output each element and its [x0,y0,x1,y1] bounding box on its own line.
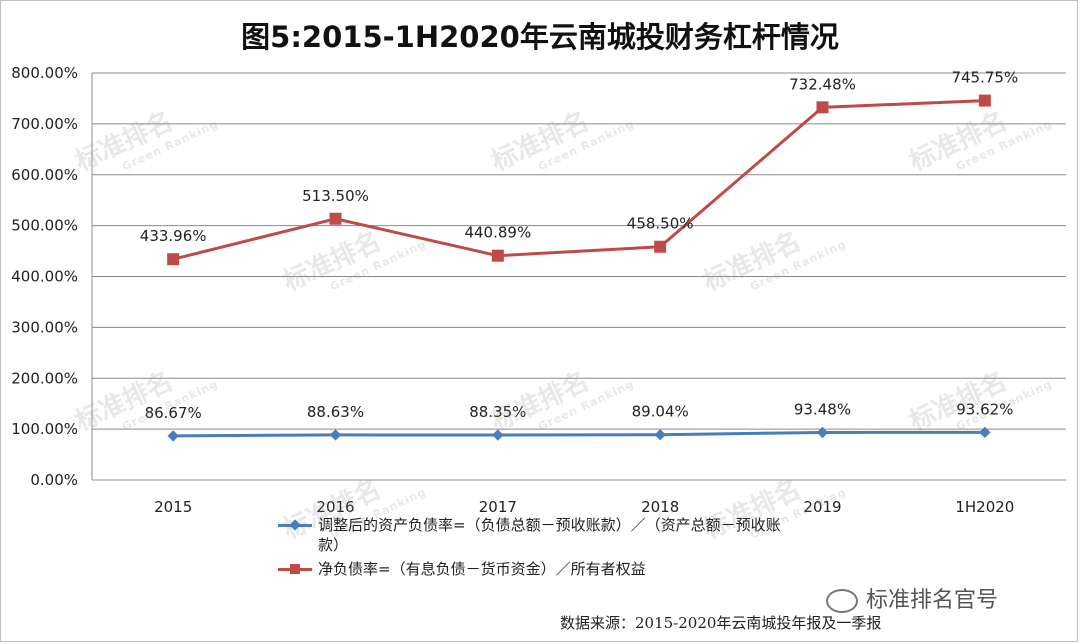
data-label: 458.50% [627,215,694,233]
y-tick-label: 100.00% [11,420,78,438]
data-label: 93.62% [956,400,1013,418]
legend-label-adjusted-debt-ratio: 调整后的资产负债率=（负债总额－预收账款）／（资产总额－预收账 [318,516,781,534]
y-tick-label: 300.00% [11,318,78,336]
series-line-adjusted-debt-ratio [173,430,985,438]
legend-item-net-debt-ratio: 净负债率=（有息负债－货币资金）／所有者权益 [278,559,898,579]
data-label: 513.50% [302,187,369,205]
brand-name: 标准排名官号 [866,588,999,613]
y-tick-label: 200.00% [11,369,78,387]
data-label: 440.89% [464,224,531,242]
legend: 调整后的资产负债率=（负债总额－预收账款）／（资产总额－预收账 款） 净负债率=… [278,515,898,579]
data-label: 86.67% [145,404,202,422]
data-point-diamond [816,426,829,439]
legend-label-adjusted-debt-ratio-cont: 款） [318,536,349,554]
x-tick-label: 2016 [316,498,354,516]
data-label: 88.63% [307,403,364,421]
wechat-icon [826,589,858,613]
data-point-square [491,249,504,262]
data-label: 433.96% [140,227,207,245]
y-tick-label: 600.00% [11,166,78,184]
data-point-square [329,212,342,225]
legend-diamond-marker [289,519,301,531]
brand-badge: 标准排名官号 [826,582,998,614]
chart-title: 图5:2015-1H2020年云南城投财务杠杆情况 [241,20,839,54]
data-point-diamond [492,429,504,441]
data-point-diamond [654,429,666,441]
data-point-diamond [167,430,179,442]
data-point-diamond [979,426,991,439]
data-point-square [654,240,667,253]
data-label: 745.75% [951,69,1018,87]
data-source-note: 数据来源：2015-2020年云南城投年报及一季报 [560,614,882,632]
y-tick-label: 700.00% [11,115,78,133]
legend-item-adjusted-debt-ratio: 调整后的资产负债率=（负债总额－预收账款）／（资产总额－预收账 款） [278,515,898,555]
x-tick-label: 2015 [154,498,192,516]
data-point-square [816,101,829,114]
x-tick-label: 1H2020 [955,498,1014,516]
data-label: 732.48% [789,75,856,93]
legend-label-net-debt-ratio: 净负债率=（有息负债－货币资金）／所有者权益 [318,560,646,578]
y-tick-label: 800.00% [11,64,78,82]
data-point-square [167,253,180,266]
y-tick-label: 500.00% [11,217,78,235]
legend-square-marker [290,564,300,574]
y-tick-label: 0.00% [30,471,78,489]
data-point-square [978,94,991,107]
x-tick-label: 2018 [641,498,679,516]
x-tick-label: 2019 [803,498,841,516]
y-tick-label: 400.00% [11,268,78,286]
data-point-diamond [329,429,342,441]
data-label: 89.04% [632,403,689,421]
x-tick-label: 2017 [479,498,517,516]
data-label: 93.48% [794,400,851,418]
data-label: 88.35% [469,403,526,421]
series-line-net-debt-ratio [172,99,985,261]
